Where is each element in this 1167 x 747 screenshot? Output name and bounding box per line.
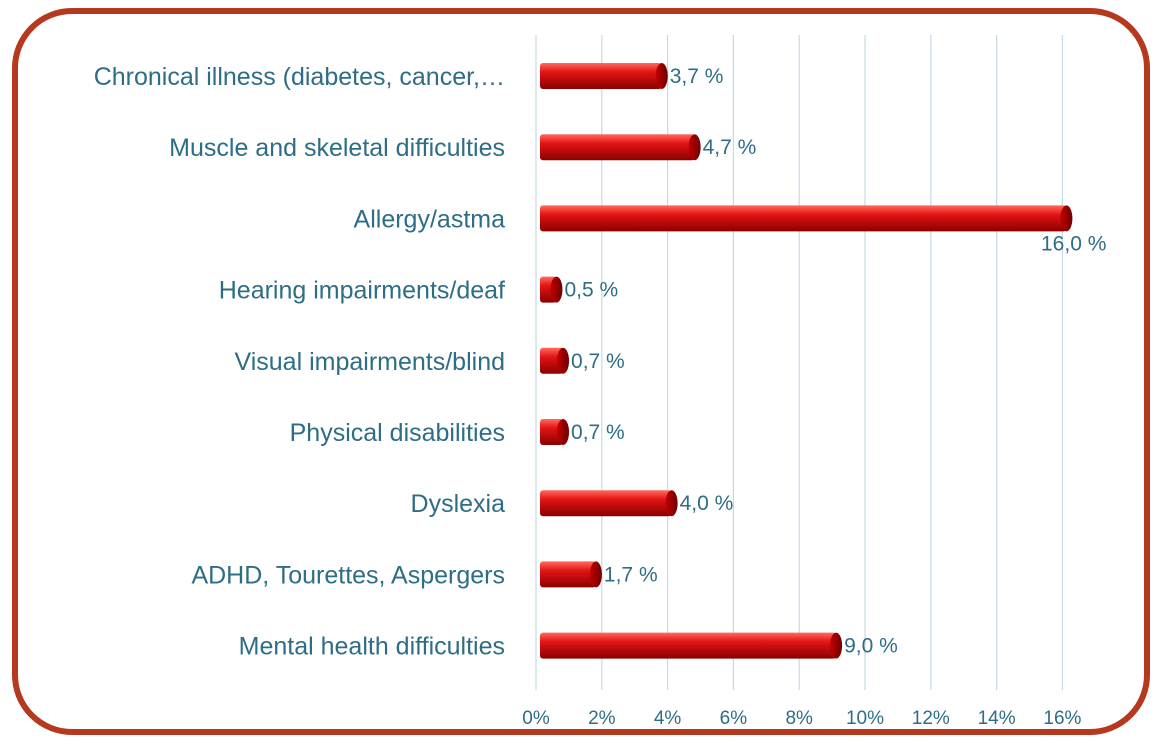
bar — [540, 490, 672, 517]
x-tick-label: 6% — [720, 708, 748, 729]
bar-cap — [665, 490, 678, 517]
bar-cap — [557, 347, 570, 374]
bar-cap — [1060, 205, 1073, 232]
bar — [540, 347, 564, 374]
bar-cap — [830, 632, 843, 659]
bar-cap — [550, 276, 563, 303]
x-tick-label: 14% — [978, 708, 1016, 729]
category-label: ADHD, Tourettes, Aspergers — [191, 561, 505, 589]
data-label: 1,7 % — [604, 563, 658, 586]
bars — [540, 63, 1073, 659]
x-tick-label: 8% — [785, 708, 813, 729]
bar — [540, 419, 564, 445]
bar — [540, 205, 1067, 232]
chart-frame — [12, 8, 1150, 735]
x-tick-label: 2% — [588, 708, 616, 729]
category-label: Allergy/astma — [354, 205, 506, 233]
category-label: Visual impairments/blind — [235, 348, 506, 376]
data-label: 4,0 % — [680, 492, 734, 515]
bar-cap — [688, 134, 701, 161]
category-label: Dyslexia — [411, 490, 506, 518]
category-labels: Chronical illness (diabetes, cancer,… Mus… — [94, 63, 505, 661]
data-label: 0,7 % — [571, 421, 625, 444]
bar — [540, 63, 662, 89]
category-label: Physical disabilities — [290, 419, 505, 447]
category-label: Chronical illness (diabetes, cancer,… — [94, 63, 505, 91]
data-labels: 3,7 % 4,7 % 16,0 % 0,5 % 0,7 % 0,7 % 4,0 % 1,7 … — [564, 65, 1106, 658]
x-tick-label: 10% — [846, 708, 884, 729]
data-label: 16,0 % — [1041, 232, 1106, 255]
x-tick-label: 12% — [912, 708, 950, 729]
x-tick-label: 16% — [1043, 708, 1081, 729]
bar-cap — [655, 63, 668, 89]
bar-cap — [589, 561, 602, 588]
x-axis-ticks: 0% 2% 4% 6% 8% 10% 12% 14% 16% — [522, 708, 1081, 729]
data-label: 0,5 % — [564, 279, 618, 302]
bar — [540, 134, 695, 161]
x-tick-label: 4% — [654, 708, 682, 729]
data-label: 0,7 % — [571, 350, 625, 373]
data-label: 3,7 % — [670, 65, 724, 88]
bar-cap — [557, 419, 570, 445]
category-label: Mental health difficulties — [239, 633, 505, 661]
category-label: Hearing impairments/deaf — [219, 277, 505, 305]
data-label: 9,0 % — [844, 635, 898, 658]
data-label: 4,7 % — [703, 136, 757, 159]
bar — [540, 561, 596, 588]
category-label: Muscle and skeletal difficulties — [169, 134, 505, 162]
x-tick-label: 0% — [522, 708, 550, 729]
bar — [540, 632, 837, 659]
